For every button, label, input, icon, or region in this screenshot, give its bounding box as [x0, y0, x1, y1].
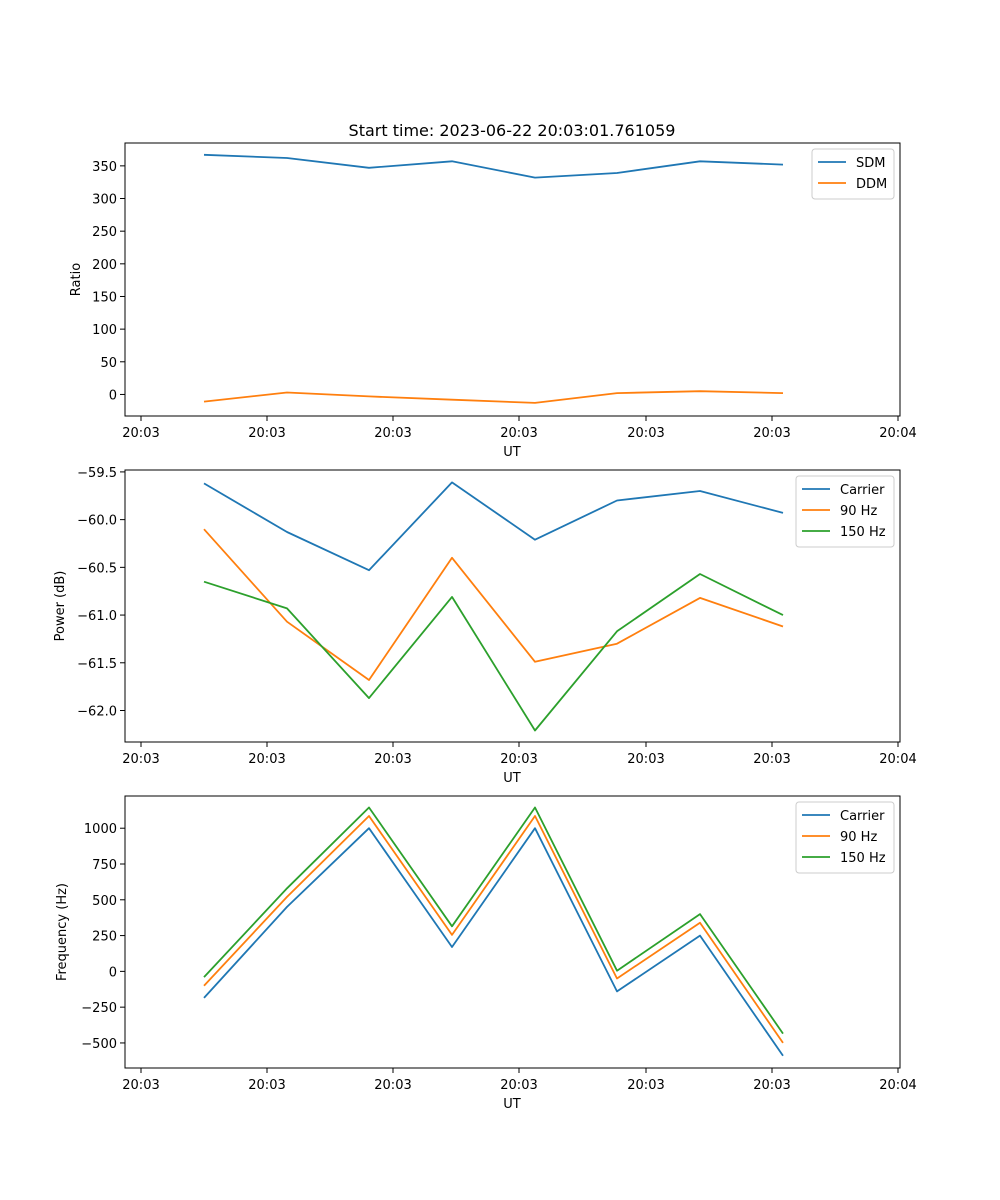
legend-label: 150 Hz: [840, 525, 886, 540]
figure-title: Start time: 2023-06-22 20:03:01.761059: [349, 121, 676, 140]
x-tick-label: 20:04: [879, 426, 916, 441]
y-tick-label: −61.5: [77, 657, 117, 672]
legend: Carrier 90 Hz 150 Hz: [795, 801, 895, 874]
x-tick-label: 20:03: [627, 752, 664, 767]
x-tick-label: 20:03: [753, 1078, 790, 1093]
axes-frame: [124, 795, 901, 1069]
legend-label: 150 Hz: [840, 851, 886, 866]
y-tick-label: 300: [92, 193, 117, 208]
x-tick-label: 20:03: [374, 752, 411, 767]
x-tick-label: 20:03: [248, 426, 285, 441]
legend-label: SDM: [856, 156, 885, 171]
x-tick-label: 20:03: [753, 426, 790, 441]
x-tick-label: 20:03: [753, 752, 790, 767]
subplot-1: 20:03 20:03 20:03 20:03 20:03 20:03 20:04 UT 0 50…: [69, 142, 917, 460]
x-tick-label: 20:03: [500, 426, 537, 441]
y-tick-label: −59.5: [77, 466, 117, 481]
subplots: 20:03 20:03 20:03 20:03 20:03 20:03 20:04 UT 0 50…: [53, 142, 917, 1112]
legend-box: [795, 475, 895, 548]
series-line-carrier: [203, 481, 784, 572]
y-tick-label: 250: [92, 930, 117, 945]
x-tick-label: 20:04: [879, 1078, 916, 1093]
x-tick-label: 20:03: [500, 1078, 537, 1093]
y-tick-label: 750: [92, 858, 117, 873]
series-line-carrier: [203, 827, 784, 1057]
y-tick-label: 1000: [84, 822, 117, 837]
y-tick-label: −61.0: [77, 609, 117, 624]
y-tick-label: −60.0: [77, 514, 117, 529]
legend-label: Carrier: [840, 809, 885, 824]
x-axis-label: UT: [503, 445, 521, 460]
legend-label: Carrier: [840, 483, 885, 498]
legend-label: 90 Hz: [840, 830, 877, 845]
axes-frame: [124, 142, 901, 417]
series-line-150-hz: [203, 806, 784, 1035]
y-tick-label: −62.0: [77, 705, 117, 720]
x-tick-label: 20:03: [248, 1078, 285, 1093]
x-tick-label: 20:04: [879, 752, 916, 767]
legend-label: DDM: [856, 177, 887, 192]
series-line-sdm: [203, 153, 784, 179]
y-tick-label: −250: [81, 1001, 117, 1016]
x-axis-label: UT: [503, 771, 521, 786]
series-line-150-hz: [203, 573, 784, 732]
y-tick-label: −60.5: [77, 561, 117, 576]
y-tick-label: 0: [109, 388, 117, 403]
y-tick-label: 200: [92, 258, 117, 273]
y-tick-label: 50: [100, 356, 117, 371]
x-tick-label: 20:03: [122, 1078, 159, 1093]
x-tick-label: 20:03: [500, 752, 537, 767]
subplot-2: 20:03 20:03 20:03 20:03 20:03 20:03 20:04 UT −59…: [53, 466, 917, 786]
x-axis-label: UT: [503, 1097, 521, 1112]
y-tick-label: 100: [92, 323, 117, 338]
series-line-90-hz: [203, 528, 784, 681]
axes-frame: [124, 469, 901, 743]
y-tick-label: 350: [92, 160, 117, 175]
x-tick-label: 20:03: [374, 426, 411, 441]
legend: Carrier 90 Hz 150 Hz: [795, 475, 895, 548]
legend: SDM DDM: [811, 148, 895, 200]
x-tick-label: 20:03: [248, 752, 285, 767]
x-tick-label: 20:03: [122, 752, 159, 767]
x-tick-label: 20:03: [627, 426, 664, 441]
y-tick-label: 0: [109, 965, 117, 980]
series-line-90-hz: [203, 815, 784, 1044]
y-tick-label: −500: [81, 1037, 117, 1052]
legend-box: [795, 801, 895, 874]
y-tick-label: 250: [92, 225, 117, 240]
subplot-3: 20:03 20:03 20:03 20:03 20:03 20:03 20:04 UT 100…: [55, 795, 917, 1112]
x-tick-label: 20:03: [122, 426, 159, 441]
legend-label: 90 Hz: [840, 504, 877, 519]
y-axis-label: Power (dB): [53, 571, 68, 642]
y-axis-label: Frequency (Hz): [55, 883, 70, 981]
y-axis-label: Ratio: [69, 263, 84, 296]
series-line-ddm: [203, 390, 784, 404]
y-tick-label: 150: [92, 290, 117, 305]
x-tick-label: 20:03: [627, 1078, 664, 1093]
y-tick-label: 500: [92, 894, 117, 909]
x-tick-label: 20:03: [374, 1078, 411, 1093]
